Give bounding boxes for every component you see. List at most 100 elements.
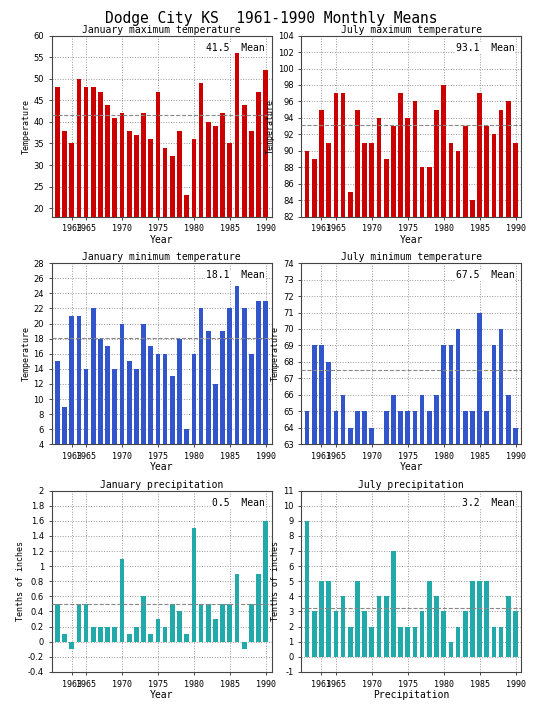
Bar xyxy=(348,428,352,711)
Bar xyxy=(326,582,331,657)
Bar xyxy=(484,582,489,657)
Bar xyxy=(355,582,360,657)
Title: July minimum temperature: July minimum temperature xyxy=(341,252,482,262)
Bar xyxy=(256,92,261,294)
Bar xyxy=(98,92,103,294)
Bar xyxy=(134,626,138,641)
Bar xyxy=(506,395,510,711)
Bar xyxy=(242,105,247,294)
Bar xyxy=(369,428,374,711)
Bar xyxy=(206,331,211,475)
Bar xyxy=(355,412,360,711)
Bar xyxy=(163,353,167,475)
Bar xyxy=(312,159,317,711)
Bar xyxy=(170,376,175,475)
Title: July maximum temperature: July maximum temperature xyxy=(341,25,482,35)
Bar xyxy=(391,551,396,657)
Bar xyxy=(449,641,453,657)
X-axis label: Year: Year xyxy=(150,462,173,472)
Bar xyxy=(220,113,225,294)
Bar xyxy=(384,412,388,711)
Bar xyxy=(242,641,247,649)
Bar xyxy=(199,309,204,475)
Bar xyxy=(305,151,310,711)
Bar xyxy=(235,574,239,641)
Bar xyxy=(420,611,425,657)
Bar xyxy=(163,148,167,294)
Bar xyxy=(263,70,268,294)
Title: January maximum temperature: January maximum temperature xyxy=(82,25,241,35)
Bar xyxy=(477,313,482,711)
Bar xyxy=(263,520,268,641)
Bar xyxy=(256,301,261,475)
X-axis label: Year: Year xyxy=(150,235,173,245)
Bar xyxy=(228,604,232,641)
Bar xyxy=(406,626,410,657)
Bar xyxy=(499,329,503,711)
Bar xyxy=(427,412,432,711)
Bar xyxy=(398,626,403,657)
Bar xyxy=(77,79,81,294)
Bar xyxy=(305,412,310,711)
Y-axis label: Tenths of inches: Tenths of inches xyxy=(272,541,280,621)
Bar xyxy=(213,619,218,641)
Bar xyxy=(62,131,67,294)
Bar xyxy=(112,369,117,475)
Bar xyxy=(449,346,453,711)
Bar xyxy=(441,346,446,711)
Y-axis label: Temperature: Temperature xyxy=(22,99,30,154)
Bar xyxy=(134,135,138,294)
Bar xyxy=(105,346,110,475)
Bar xyxy=(406,412,410,711)
Bar xyxy=(456,329,460,711)
Bar xyxy=(77,604,81,641)
Bar xyxy=(434,109,439,711)
Bar xyxy=(105,105,110,294)
Bar xyxy=(333,611,338,657)
X-axis label: Precipitation: Precipitation xyxy=(373,690,450,700)
Bar xyxy=(398,93,403,711)
Bar xyxy=(506,597,510,657)
Bar xyxy=(206,604,211,641)
Bar xyxy=(84,604,89,641)
Bar xyxy=(119,324,124,475)
Bar xyxy=(484,412,489,711)
Bar xyxy=(319,109,324,711)
Bar xyxy=(206,122,211,294)
Bar xyxy=(148,634,153,641)
Bar xyxy=(185,429,189,475)
Bar xyxy=(156,353,160,475)
Bar xyxy=(91,626,96,641)
Bar xyxy=(141,597,146,641)
Bar xyxy=(477,582,482,657)
Bar xyxy=(491,346,496,711)
Bar xyxy=(70,144,74,294)
Bar xyxy=(499,109,503,711)
Bar xyxy=(177,338,182,475)
Bar xyxy=(213,384,218,475)
Bar xyxy=(513,611,518,657)
Bar xyxy=(384,597,388,657)
Bar xyxy=(441,85,446,711)
Bar xyxy=(119,113,124,294)
Bar xyxy=(484,127,489,711)
Bar xyxy=(91,309,96,475)
Bar xyxy=(156,619,160,641)
Bar xyxy=(199,604,204,641)
Bar xyxy=(312,611,317,657)
Bar xyxy=(185,634,189,641)
Bar xyxy=(192,353,196,475)
Bar xyxy=(333,93,338,711)
Bar xyxy=(369,143,374,711)
Bar xyxy=(377,597,381,657)
Bar xyxy=(185,196,189,294)
Y-axis label: Tenths of inches: Tenths of inches xyxy=(16,541,25,621)
Bar xyxy=(340,597,345,657)
Text: 3.2  Mean: 3.2 Mean xyxy=(462,498,515,508)
Bar xyxy=(242,309,247,475)
Bar xyxy=(449,143,453,711)
Bar xyxy=(319,582,324,657)
Text: 0.5  Mean: 0.5 Mean xyxy=(212,498,265,508)
Bar xyxy=(406,118,410,711)
Bar xyxy=(55,361,60,475)
